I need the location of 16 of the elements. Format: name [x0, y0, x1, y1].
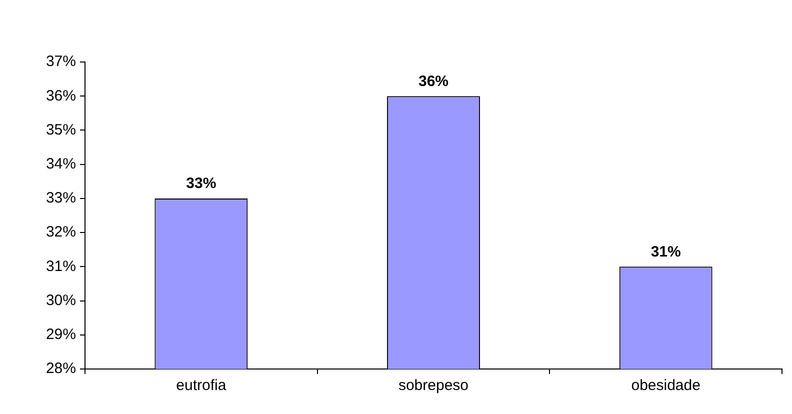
y-tick-label: 31%	[46, 258, 76, 275]
data-label: 33%	[186, 175, 216, 192]
y-tick-label: 34%	[46, 155, 76, 172]
x-tick-label: obesidade	[631, 377, 700, 394]
x-tick-label: eutrofia	[176, 377, 227, 394]
y-tick-label: 28%	[46, 360, 76, 378]
y-tick-label: 36%	[46, 87, 76, 104]
y-tick-label: 35%	[46, 121, 76, 138]
y-tick-label: 37%	[46, 53, 76, 70]
y-tick-label: 33%	[46, 190, 76, 207]
data-label: 36%	[418, 72, 449, 90]
y-tick-label: 30%	[46, 292, 76, 309]
y-tick-label: 32%	[46, 224, 76, 241]
data-label: 31%	[650, 243, 681, 260]
x-tick-label: sobrepeso	[398, 377, 469, 394]
y-tick-label: 29%	[46, 326, 76, 344]
